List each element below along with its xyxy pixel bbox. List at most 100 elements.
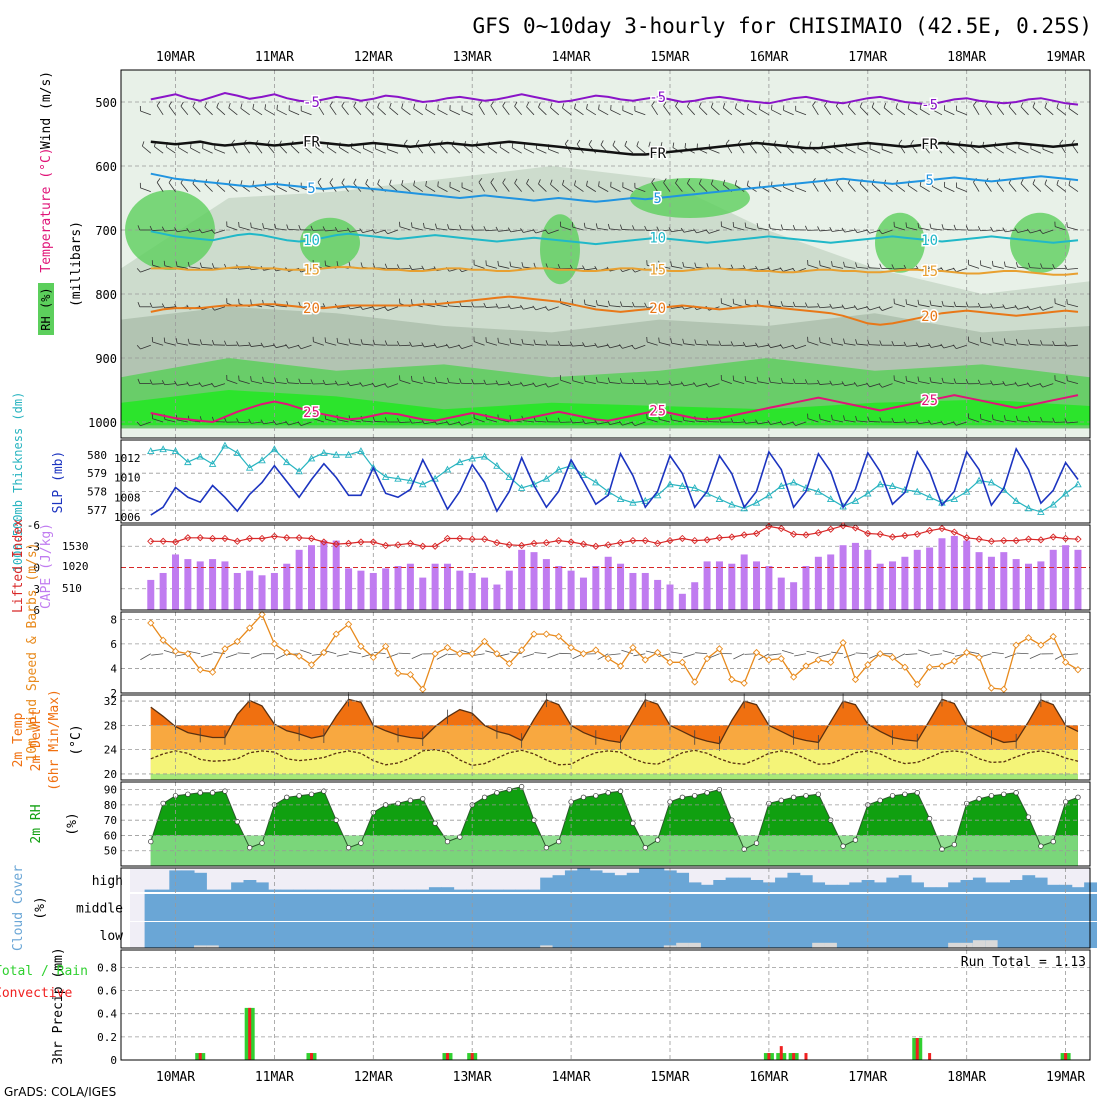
wind-barb [313, 341, 324, 346]
wind-barb [1026, 305, 1031, 311]
wind-barb [831, 337, 833, 343]
wind-barb [557, 340, 561, 346]
cloud-cell [1034, 877, 1048, 892]
wind-barb [597, 304, 609, 308]
wind-barb [535, 229, 547, 234]
wind-barb [136, 421, 141, 427]
cape-bar [258, 575, 266, 610]
wind-barb [869, 148, 881, 154]
wind-barb [149, 225, 153, 231]
cloud-cell [799, 875, 813, 892]
rh-blob [875, 212, 925, 273]
cloud-cell [849, 922, 863, 948]
lifted-index-point [888, 533, 897, 541]
contour-label: -5 [921, 98, 938, 114]
cloud-cell [762, 882, 776, 892]
wind-barb [931, 104, 934, 110]
cloud-cell [602, 872, 615, 892]
cloud-cell [478, 894, 492, 921]
wind-barb [582, 342, 586, 347]
wind-barb [544, 306, 549, 311]
lifted-index-point [233, 537, 241, 545]
wind-barb [659, 265, 671, 269]
wind-barb [1015, 338, 1018, 344]
wind-barb [832, 383, 844, 386]
wind-barb [339, 147, 349, 154]
rh2m-point [790, 794, 797, 800]
wind-barb [953, 378, 957, 384]
lifted-index-point [270, 532, 279, 540]
wind-barb [771, 104, 773, 110]
wind-barb [532, 228, 537, 234]
wind-barb [198, 228, 203, 234]
wind-barb [670, 261, 672, 267]
wind-barb [511, 147, 522, 154]
wind-barb [832, 419, 844, 423]
cape-bar [1049, 549, 1057, 610]
dewpoint-label: 2m DewPt [29, 709, 44, 772]
thickness-point [394, 474, 402, 482]
wind-barb [251, 421, 263, 424]
cloud-cell [181, 870, 195, 892]
wind-barb [1055, 379, 1066, 384]
wind-speed-point [344, 620, 353, 628]
wind-barb [683, 266, 695, 269]
wind-barb [502, 178, 506, 184]
wind-barb [819, 306, 831, 309]
cloud-cell [1009, 880, 1023, 892]
wind-barb [174, 380, 178, 386]
cape-bar [172, 554, 179, 610]
cloud-cell [144, 922, 158, 948]
rh2m-point [444, 838, 451, 845]
wind-barb [174, 227, 178, 232]
wind-barb [325, 229, 337, 232]
lifted-index-point [357, 538, 365, 546]
cloud-cell [515, 922, 529, 948]
wind-barb [498, 419, 510, 423]
thickness-point [517, 484, 526, 491]
wind-barb [758, 181, 761, 187]
wind-barb [384, 263, 388, 269]
wind-barb [646, 383, 658, 385]
wind-barb [168, 178, 173, 183]
wind-barb [755, 265, 759, 271]
wind-barb [903, 418, 907, 424]
wind-barb [672, 142, 675, 148]
wind-barb [264, 104, 267, 110]
wind-barb [478, 101, 483, 106]
wind-barb [1040, 263, 1043, 269]
wind-barb [365, 102, 369, 108]
wind-barb [1020, 183, 1029, 192]
wind-barb [535, 344, 547, 346]
lifted-index-point [839, 522, 847, 530]
date-axis-layer: 10MAR10MAR11MAR11MAR12MAR12MAR13MAR13MAR… [156, 50, 1085, 1085]
rh2m-point [877, 797, 883, 803]
wind-barb [919, 104, 922, 110]
wind-barb [1017, 229, 1029, 233]
wind-speed-point [654, 648, 662, 657]
wind-barb [437, 186, 448, 192]
lifted-index-point [629, 536, 637, 545]
wind-barb [161, 303, 165, 309]
wind-barb [634, 187, 646, 192]
rh2m-point [345, 845, 352, 851]
wind-barb [670, 338, 672, 344]
wind-barb [869, 383, 881, 388]
wind-barb [149, 379, 153, 385]
wind-barb [189, 383, 201, 387]
wind-barb [204, 102, 208, 108]
surface-wind-barb [781, 650, 794, 655]
wind-barb [771, 109, 782, 116]
wind-barb [532, 305, 537, 311]
surface-wind-barb [708, 653, 720, 659]
lifted-index-point [196, 534, 204, 542]
wind-speed-point [604, 654, 612, 663]
wind-barb [526, 183, 535, 192]
wind-barb [991, 414, 994, 420]
wind-barb [819, 337, 821, 343]
wind-speed-point [876, 650, 884, 658]
tick-label: 577 [87, 504, 107, 517]
wind-barb [168, 182, 176, 192]
wind-barb [770, 305, 782, 308]
wind-barb [744, 376, 747, 382]
